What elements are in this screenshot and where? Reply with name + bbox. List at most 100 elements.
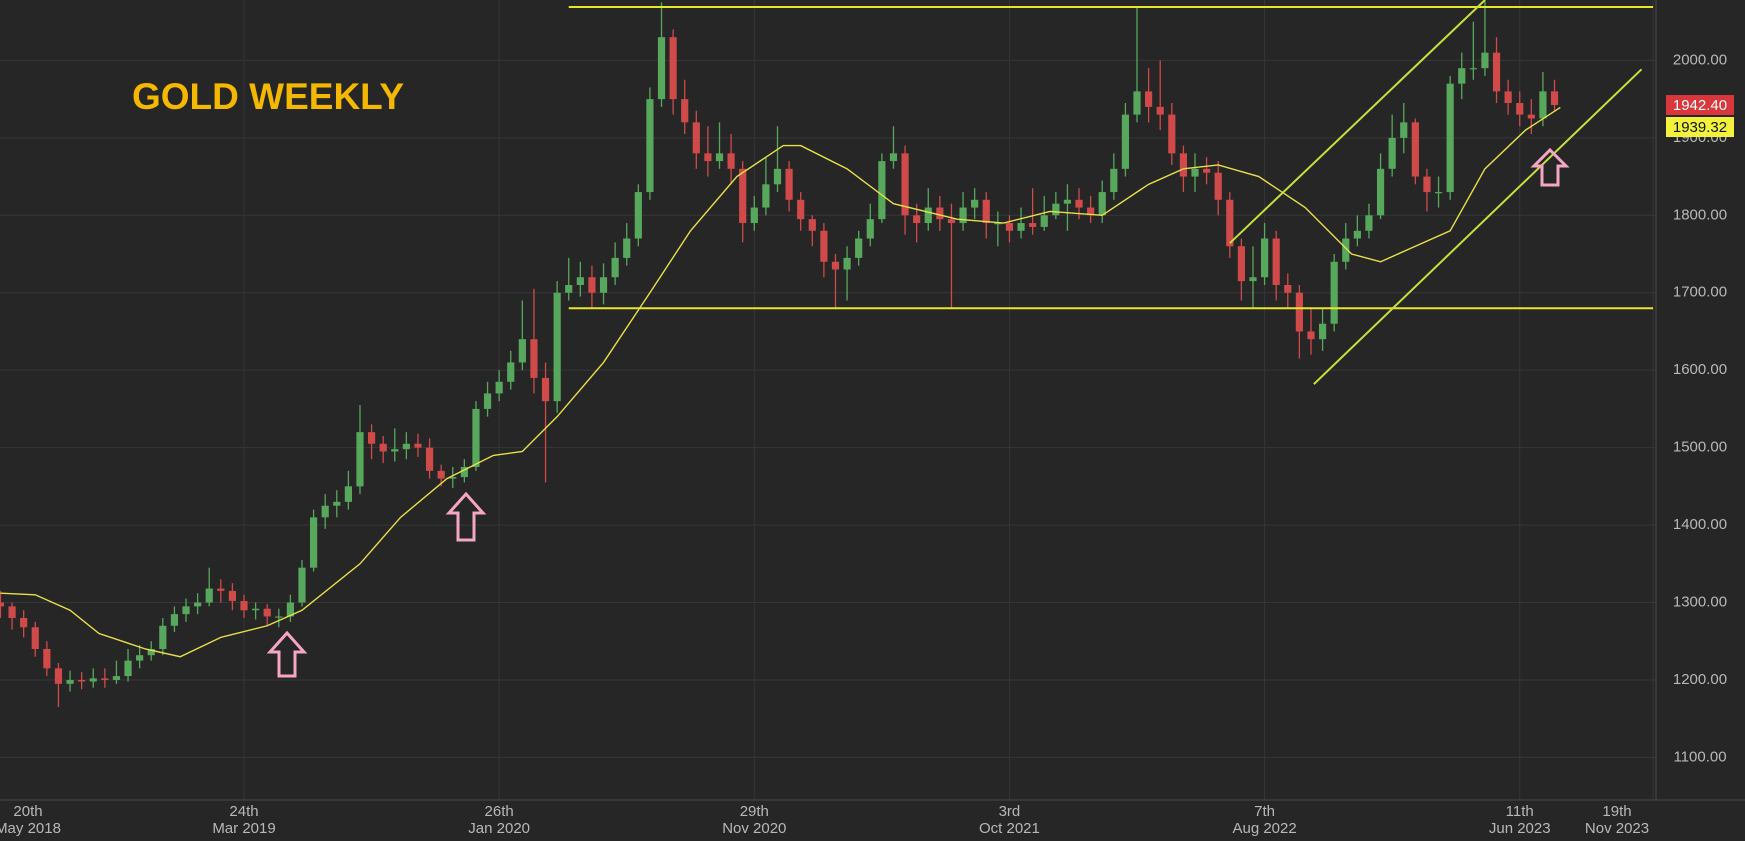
candle-body — [634, 192, 642, 239]
x-tick-label: Jan 2020 — [468, 820, 530, 837]
candle-body — [1388, 137, 1396, 169]
candle-body — [356, 432, 364, 487]
candle-body — [460, 466, 468, 478]
candle-body — [715, 153, 724, 162]
candle-body — [1516, 103, 1524, 115]
candle-body — [623, 238, 631, 258]
candle-body — [205, 588, 213, 603]
candle-body — [530, 339, 538, 378]
x-tick-label: Nov 2020 — [722, 820, 786, 837]
candle-body — [576, 277, 584, 285]
candle-body — [913, 215, 921, 224]
candle-body — [414, 443, 422, 448]
candle-body — [449, 477, 457, 479]
candle-body — [611, 257, 619, 278]
x-tick-label: 26th — [485, 803, 514, 820]
candle-body — [1330, 261, 1338, 324]
candle-body — [437, 470, 445, 479]
candle-body — [483, 393, 492, 409]
candle-body — [252, 608, 260, 611]
candle-body — [112, 676, 121, 680]
candle-body — [1469, 68, 1477, 70]
candle-body — [599, 277, 608, 293]
x-tick-label: 20th — [13, 803, 42, 820]
candle-body — [1040, 215, 1048, 227]
candle-body — [843, 257, 851, 270]
x-tick-label: Oct 2021 — [979, 820, 1040, 837]
candle-body — [739, 168, 747, 224]
plot-area — [0, 0, 1654, 708]
candle-body — [124, 660, 132, 677]
candle-body — [855, 238, 863, 258]
candle-body — [1087, 207, 1095, 216]
candle-body — [1133, 91, 1141, 115]
candle-body — [321, 505, 329, 518]
candle-body — [1063, 199, 1072, 204]
candle-body — [1075, 199, 1083, 208]
candle-body — [1226, 199, 1234, 247]
candle-body — [495, 381, 503, 394]
x-tick-label: Mar 2019 — [212, 820, 275, 837]
arrow — [266, 630, 308, 678]
chart-title: GOLD WEEKLY — [132, 76, 404, 117]
price-tag-label: 1942.40 — [1673, 97, 1727, 114]
y-tick-label: 1100.00 — [1673, 748, 1726, 765]
candle-body — [1214, 172, 1222, 200]
candle-body — [136, 655, 144, 661]
candle-body — [263, 608, 271, 617]
moving-average — [0, 106, 1561, 658]
candle-body — [1458, 68, 1466, 84]
candle-body — [1411, 122, 1419, 177]
candle-body — [1550, 91, 1559, 106]
candle-body — [1179, 153, 1187, 177]
candle-body — [797, 199, 805, 220]
x-tick-label: 19th — [1602, 803, 1631, 820]
candle-body — [286, 602, 294, 617]
candle-body — [89, 678, 97, 682]
candle-body — [472, 408, 480, 467]
y-tick-label: 1700.00 — [1673, 284, 1727, 301]
annotations — [266, 147, 1570, 678]
candle-body — [785, 168, 793, 200]
x-tick-label: Jun 2023 — [1489, 820, 1551, 837]
arrow — [1530, 147, 1570, 187]
candle-body — [518, 339, 526, 363]
candle-body — [1423, 176, 1431, 193]
candle-body — [1017, 223, 1025, 231]
x-tick-label: 11th — [1506, 803, 1534, 820]
candle-body — [1446, 83, 1454, 193]
candle-body — [1504, 91, 1512, 104]
candle-body — [1539, 91, 1547, 119]
y-tick-label: 1800.00 — [1673, 206, 1727, 223]
candle-body — [31, 627, 39, 649]
candle-body — [1400, 122, 1408, 138]
candle-body — [1318, 323, 1327, 340]
candle-body — [588, 277, 596, 293]
candle-body — [1527, 114, 1535, 119]
price-tag-label: 1939.32 — [1673, 119, 1727, 136]
candle-body — [936, 207, 944, 220]
candle-body — [866, 219, 874, 239]
candle-body — [808, 219, 816, 231]
candle-body — [692, 122, 700, 154]
trendline — [1313, 68, 1643, 385]
candle-body — [1052, 203, 1060, 216]
candle-body — [1249, 277, 1257, 282]
candle-body — [1492, 52, 1501, 92]
candle-body — [1145, 91, 1153, 107]
candle-body — [1168, 114, 1176, 154]
candle-body — [182, 606, 190, 615]
candle-body — [1481, 52, 1489, 69]
axes: 1100.00 1200.00 1300.00 1400.00 1500.00 1600.… — [0, 51, 1734, 837]
candle-body — [727, 153, 735, 169]
x-tick-label: 29th — [740, 803, 769, 820]
candle-body — [228, 590, 237, 601]
y-tick-label: 1400.00 — [1673, 516, 1727, 533]
candle-body — [507, 362, 515, 382]
candle-body — [159, 625, 167, 649]
candle-body — [1365, 215, 1373, 231]
candle-body — [391, 449, 399, 452]
